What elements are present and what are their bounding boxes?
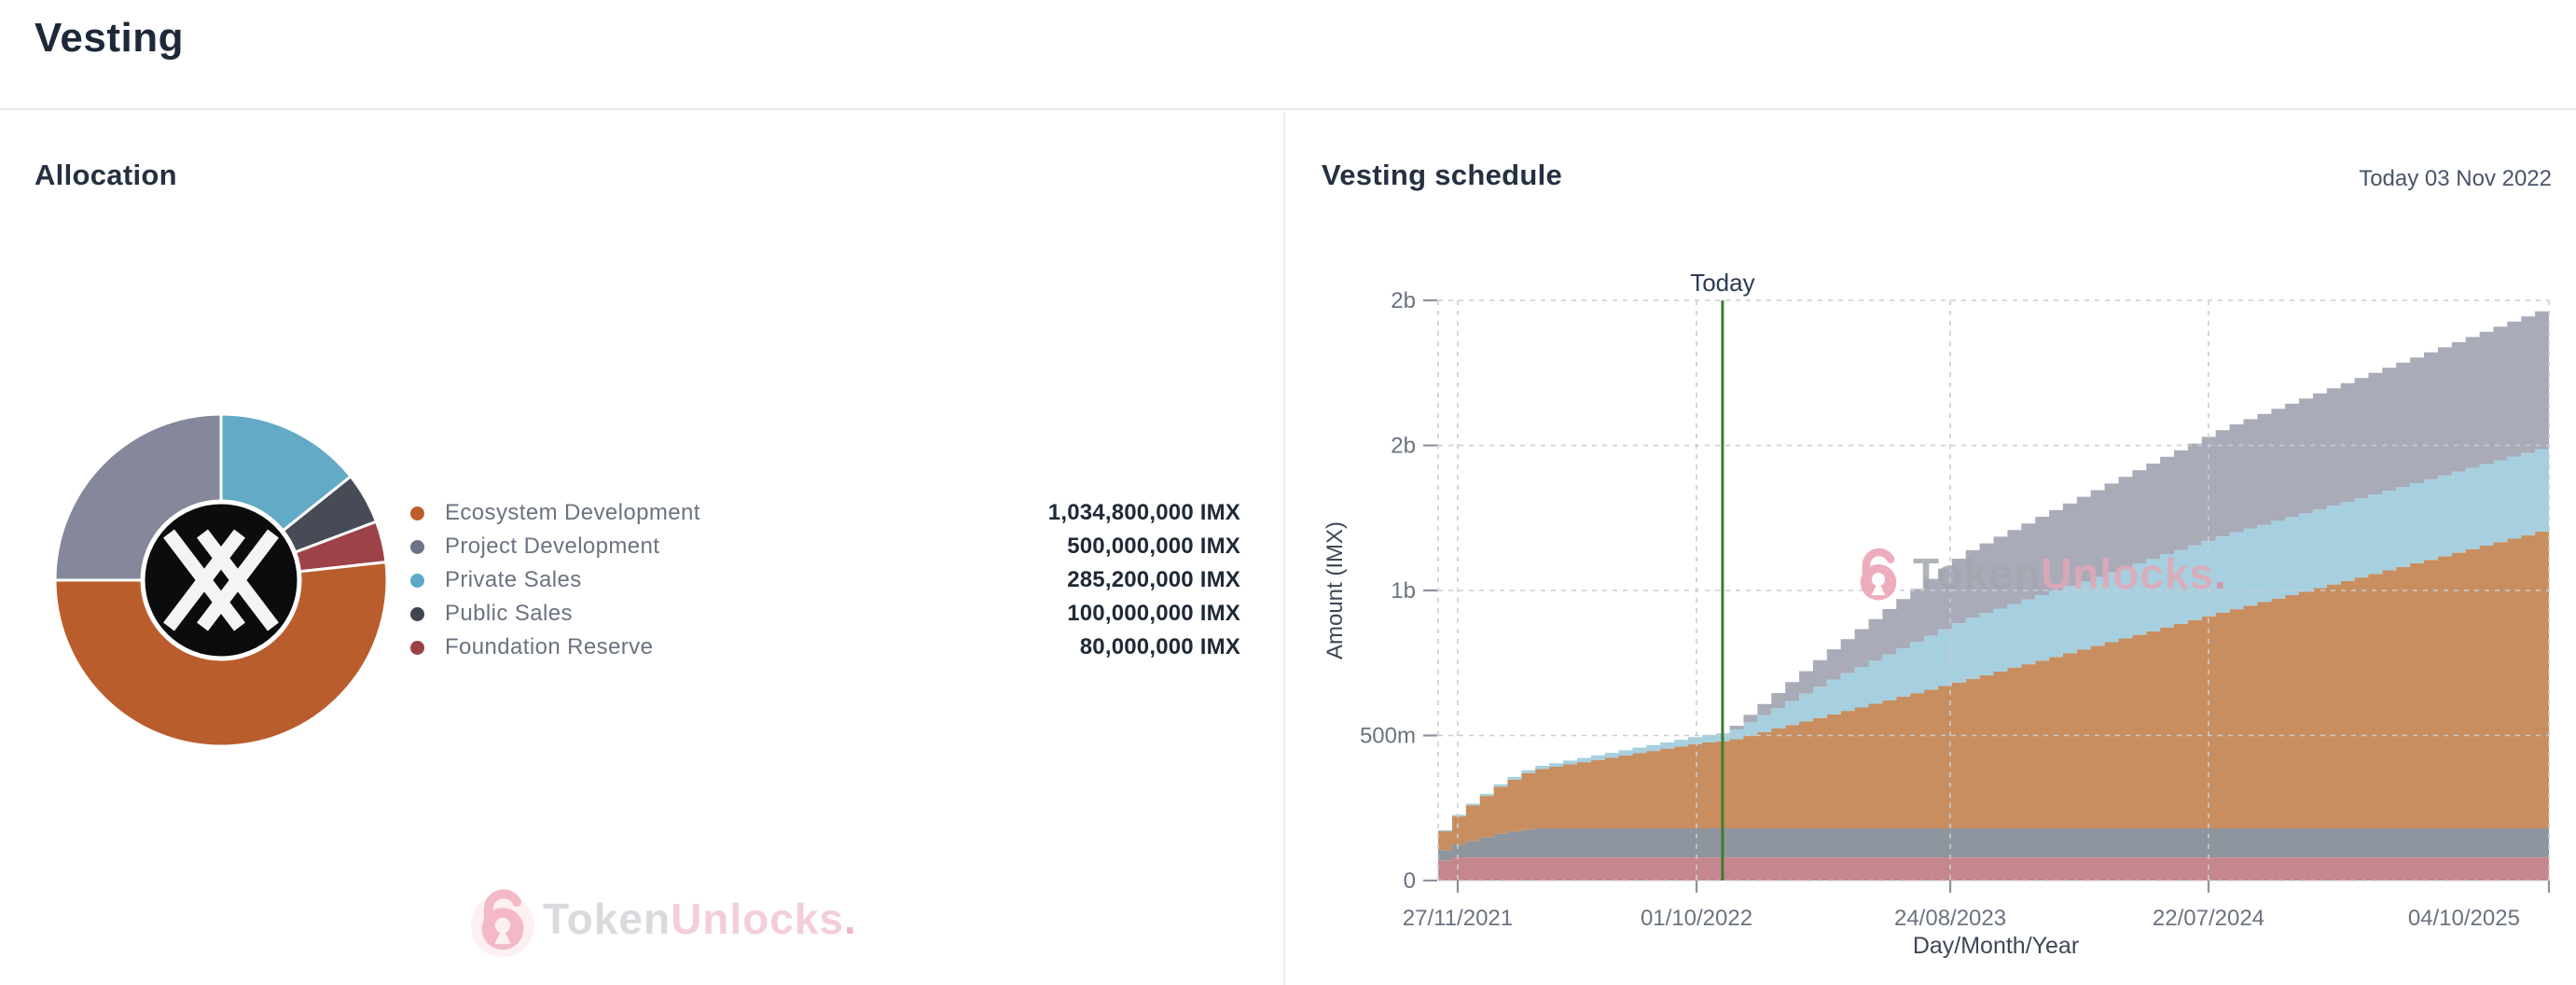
legend-value: 1,034,800,000 IMX: [1047, 500, 1240, 525]
watermark-dot: .: [2214, 549, 2227, 598]
legend-row[interactable]: Ecosystem Development 1,034,800,000 IMX: [410, 496, 1240, 530]
y-tick-label: 0: [1404, 868, 1416, 894]
watermark-dot: .: [844, 895, 857, 943]
watermark-brand-light: Unlocks: [671, 895, 845, 943]
y-tick-label: 2b: [1391, 434, 1416, 459]
legend-label: Private Sales: [445, 567, 582, 592]
immutable-x-logo: [140, 499, 302, 661]
y-tick-label: 500m: [1360, 724, 1416, 749]
today-date-label: Today 03 Nov 2022: [2359, 166, 2552, 191]
area-series-foundation-reserve[interactable]: [1438, 857, 2549, 881]
legend-row[interactable]: Private Sales 285,200,000 IMX: [410, 563, 1240, 597]
tick-marks: [1423, 298, 2551, 893]
y-tick-label: 1b: [1391, 578, 1416, 603]
chart-watermark: Token Unlocks.: [1844, 539, 2227, 608]
legend-dot-icon: [410, 606, 424, 621]
tokenunlocks-lock-icon: [1860, 548, 1897, 601]
area-series-public-sales[interactable]: [1438, 828, 2549, 861]
legend-value: 80,000,000 IMX: [1079, 634, 1240, 659]
page-header: Vesting: [0, 0, 2576, 110]
today-marker: Today: [1690, 269, 1755, 881]
x-tick-label: 22/07/2024: [2153, 906, 2264, 931]
legend-label: Foundation Reserve: [445, 634, 654, 659]
tokenunlocks-lock-icon: [470, 889, 535, 958]
page-title: Vesting: [35, 15, 184, 61]
pie-svg[interactable]: [49, 409, 393, 752]
x-axis-title: Day/Month/Year: [1913, 933, 2079, 959]
vesting-schedule-heading: Vesting schedule: [1322, 159, 1563, 191]
x-tick-label: 27/11/2021: [1403, 906, 1513, 931]
gridlines: [1437, 299, 2550, 881]
y-axis-title: Amount (IMX): [1323, 521, 1348, 659]
legend-dot-icon: [410, 640, 424, 655]
area-series-ecosystem-development[interactable]: [1438, 528, 2549, 851]
area-series-project-development[interactable]: [1438, 306, 2549, 830]
legend-label: Project Development: [445, 534, 660, 559]
legend-label: Public Sales: [445, 601, 573, 626]
legend-row[interactable]: Foundation Reserve 80,000,000 IMX: [410, 631, 1240, 664]
stacked-areas[interactable]: [1438, 306, 2549, 881]
x-tick-label: 01/10/2022: [1641, 906, 1752, 931]
vesting-schedule-chart[interactable]: 0 500m 1b 2b 2b 27/11/2021 01/10/2022 24/08/202…: [1287, 112, 2576, 985]
tokenunlocks-watermark: Token Unlocks.: [463, 879, 857, 959]
legend-dot-icon: [410, 573, 424, 588]
allocation-panel: Allocation Ecosystem Development 1,034,80…: [0, 112, 1285, 985]
allocation-legend: Ecosystem Development 1,034,800,000 IMX Pr…: [410, 496, 1240, 664]
legend-label: Ecosystem Development: [445, 500, 700, 525]
x-tick-label: 04/10/2025: [2408, 906, 2520, 931]
today-line-label: Today: [1690, 269, 1754, 297]
x-tick-label: 24/08/2023: [1894, 906, 2006, 931]
legend-value: 100,000,000 IMX: [1067, 601, 1240, 626]
y-axis-labels: 0 500m 1b 2b 2b: [1360, 288, 1416, 894]
legend-row[interactable]: Public Sales 100,000,000 IMX: [410, 597, 1240, 631]
vesting-schedule-panel: Vesting schedule Today 03 Nov 2022 0 500m…: [1287, 112, 2576, 985]
area-series-private-sales[interactable]: [1438, 445, 2549, 832]
watermark-brand-light: Unlocks: [2041, 549, 2215, 598]
legend-value: 500,000,000 IMX: [1067, 534, 1240, 559]
allocation-heading: Allocation: [35, 159, 177, 191]
y-tick-label: 2b: [1391, 288, 1416, 313]
x-axis-labels: 27/11/2021 01/10/2022 24/08/2023 22/07/2024…: [1403, 906, 2520, 931]
legend-row[interactable]: Project Development 500,000,000 IMX: [410, 530, 1240, 563]
watermark-brand-bold: Token: [1913, 549, 2042, 598]
legend-value: 285,200,000 IMX: [1067, 567, 1240, 592]
legend-dot-icon: [410, 506, 424, 520]
watermark-brand-bold: Token: [543, 895, 672, 943]
legend-dot-icon: [410, 539, 424, 554]
allocation-pie-chart[interactable]: [49, 409, 393, 752]
